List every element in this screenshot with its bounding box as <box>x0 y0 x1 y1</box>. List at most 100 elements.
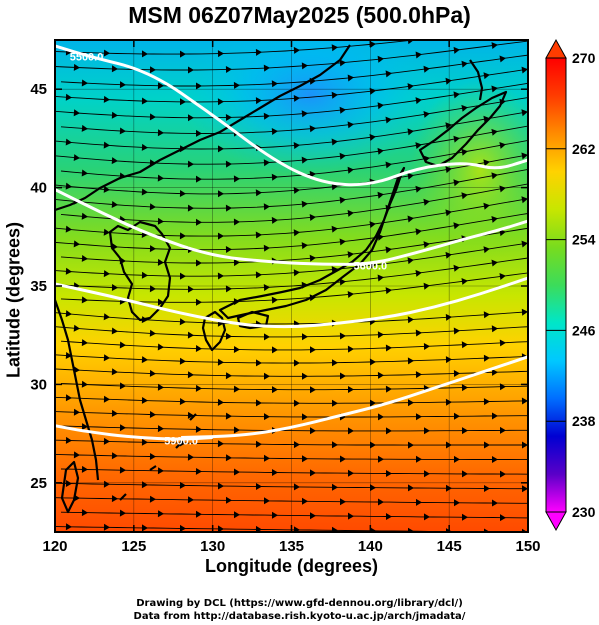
wind-arrow <box>149 329 156 337</box>
wind-arrow <box>196 218 202 226</box>
wind-arrow <box>499 98 506 106</box>
wind-arrow <box>347 121 354 129</box>
wind-arrow <box>339 278 346 286</box>
wind-arrow <box>415 371 422 379</box>
coastlines <box>55 44 508 514</box>
wind-arrow <box>309 254 316 262</box>
streamline <box>55 354 528 364</box>
wind-arrow <box>423 198 430 206</box>
wind-arrow <box>217 358 224 366</box>
wind-arrow <box>491 216 498 223</box>
wind-arrow <box>111 327 118 335</box>
coastline-kyushu <box>201 310 227 352</box>
wind-arrow <box>73 197 80 205</box>
wind-arrow <box>339 106 346 114</box>
wind-arrow <box>492 499 498 507</box>
streamline <box>55 111 528 150</box>
wind-arrow <box>218 145 224 153</box>
wind-arrow <box>111 157 118 165</box>
wind-arrow <box>293 229 300 237</box>
wind-arrow <box>226 496 232 504</box>
wind-arrow <box>294 441 300 449</box>
wind-arrow <box>141 316 148 324</box>
wind-arrow <box>461 60 468 68</box>
wind-arrow <box>499 185 506 193</box>
wind-arrow <box>492 412 498 420</box>
wind-arrow <box>103 480 110 488</box>
wind-arrow <box>301 200 308 208</box>
wind-arrow <box>423 65 430 73</box>
wind-arrow <box>331 183 338 191</box>
wind-arrow <box>461 104 468 112</box>
wind-arrow <box>141 97 148 105</box>
y-axis-label: Latitude (degrees) <box>2 200 26 400</box>
coastline-hokkaido <box>418 90 508 168</box>
streamline <box>60 183 528 223</box>
wind-arrow <box>340 372 346 380</box>
wind-arrow <box>415 142 422 149</box>
wind-arrow <box>424 513 430 521</box>
wind-arrow <box>73 109 80 117</box>
wind-arrow <box>407 357 414 365</box>
wind-arrow <box>445 122 452 130</box>
streamline <box>55 68 528 103</box>
wind-arrow <box>111 368 118 376</box>
wind-arrow <box>196 82 202 90</box>
wind-arrow <box>179 398 186 405</box>
wind-arrow <box>462 427 468 435</box>
wind-arrow <box>446 528 452 532</box>
wind-arrow <box>348 469 354 477</box>
wind-arrow <box>141 397 148 404</box>
wind-arrow <box>119 127 126 135</box>
wind-arrow <box>423 282 430 290</box>
wind-arrow <box>111 243 118 251</box>
wind-arrow <box>119 509 126 517</box>
wind-arrow <box>218 190 224 198</box>
wind-arrow <box>81 465 88 473</box>
wind-arrow <box>271 296 278 304</box>
wind-arrow <box>499 229 506 237</box>
wind-arrow <box>157 258 164 266</box>
wind-arrow <box>483 398 490 406</box>
wind-arrow <box>521 397 528 405</box>
wind-arrow <box>65 480 72 487</box>
wind-arrow <box>272 427 278 434</box>
wind-arrow <box>103 228 110 236</box>
wind-arrow <box>233 385 240 393</box>
wind-arrow <box>218 482 224 490</box>
wind-arrow <box>302 413 308 421</box>
wind-arrow <box>188 285 194 293</box>
wind-arrow <box>65 394 72 402</box>
wind-arrow <box>225 204 232 212</box>
wind-arrow <box>119 172 126 180</box>
wind-arrow <box>423 111 430 118</box>
streamline <box>60 54 528 87</box>
wind-arrow <box>309 294 316 302</box>
wind-arrow <box>492 456 498 463</box>
wind-arrow <box>370 527 376 532</box>
wind-arrow <box>119 215 126 223</box>
wind-arrow <box>149 453 156 460</box>
streamline <box>60 511 528 519</box>
wind-arrow <box>408 484 414 492</box>
wind-arrow <box>347 291 354 298</box>
wind-arrow <box>453 135 460 143</box>
wind-arrow <box>141 481 148 489</box>
wind-arrow <box>255 97 262 105</box>
wind-arrow <box>196 259 202 267</box>
wind-arrow <box>103 313 110 321</box>
wind-arrow <box>453 179 460 187</box>
wind-arrow <box>377 233 384 241</box>
wind-arrow <box>256 359 262 367</box>
streamline <box>60 272 528 303</box>
wind-arrow <box>179 318 186 326</box>
wind-arrow <box>149 285 156 293</box>
wind-arrow <box>423 384 430 392</box>
wind-arrow <box>195 345 202 352</box>
wind-arrow <box>81 255 88 262</box>
wind-arrow <box>445 398 452 406</box>
wind-arrow <box>233 346 240 353</box>
wind-arrow <box>407 40 414 45</box>
wind-arrow <box>461 384 468 392</box>
wind-arrow <box>377 191 384 199</box>
